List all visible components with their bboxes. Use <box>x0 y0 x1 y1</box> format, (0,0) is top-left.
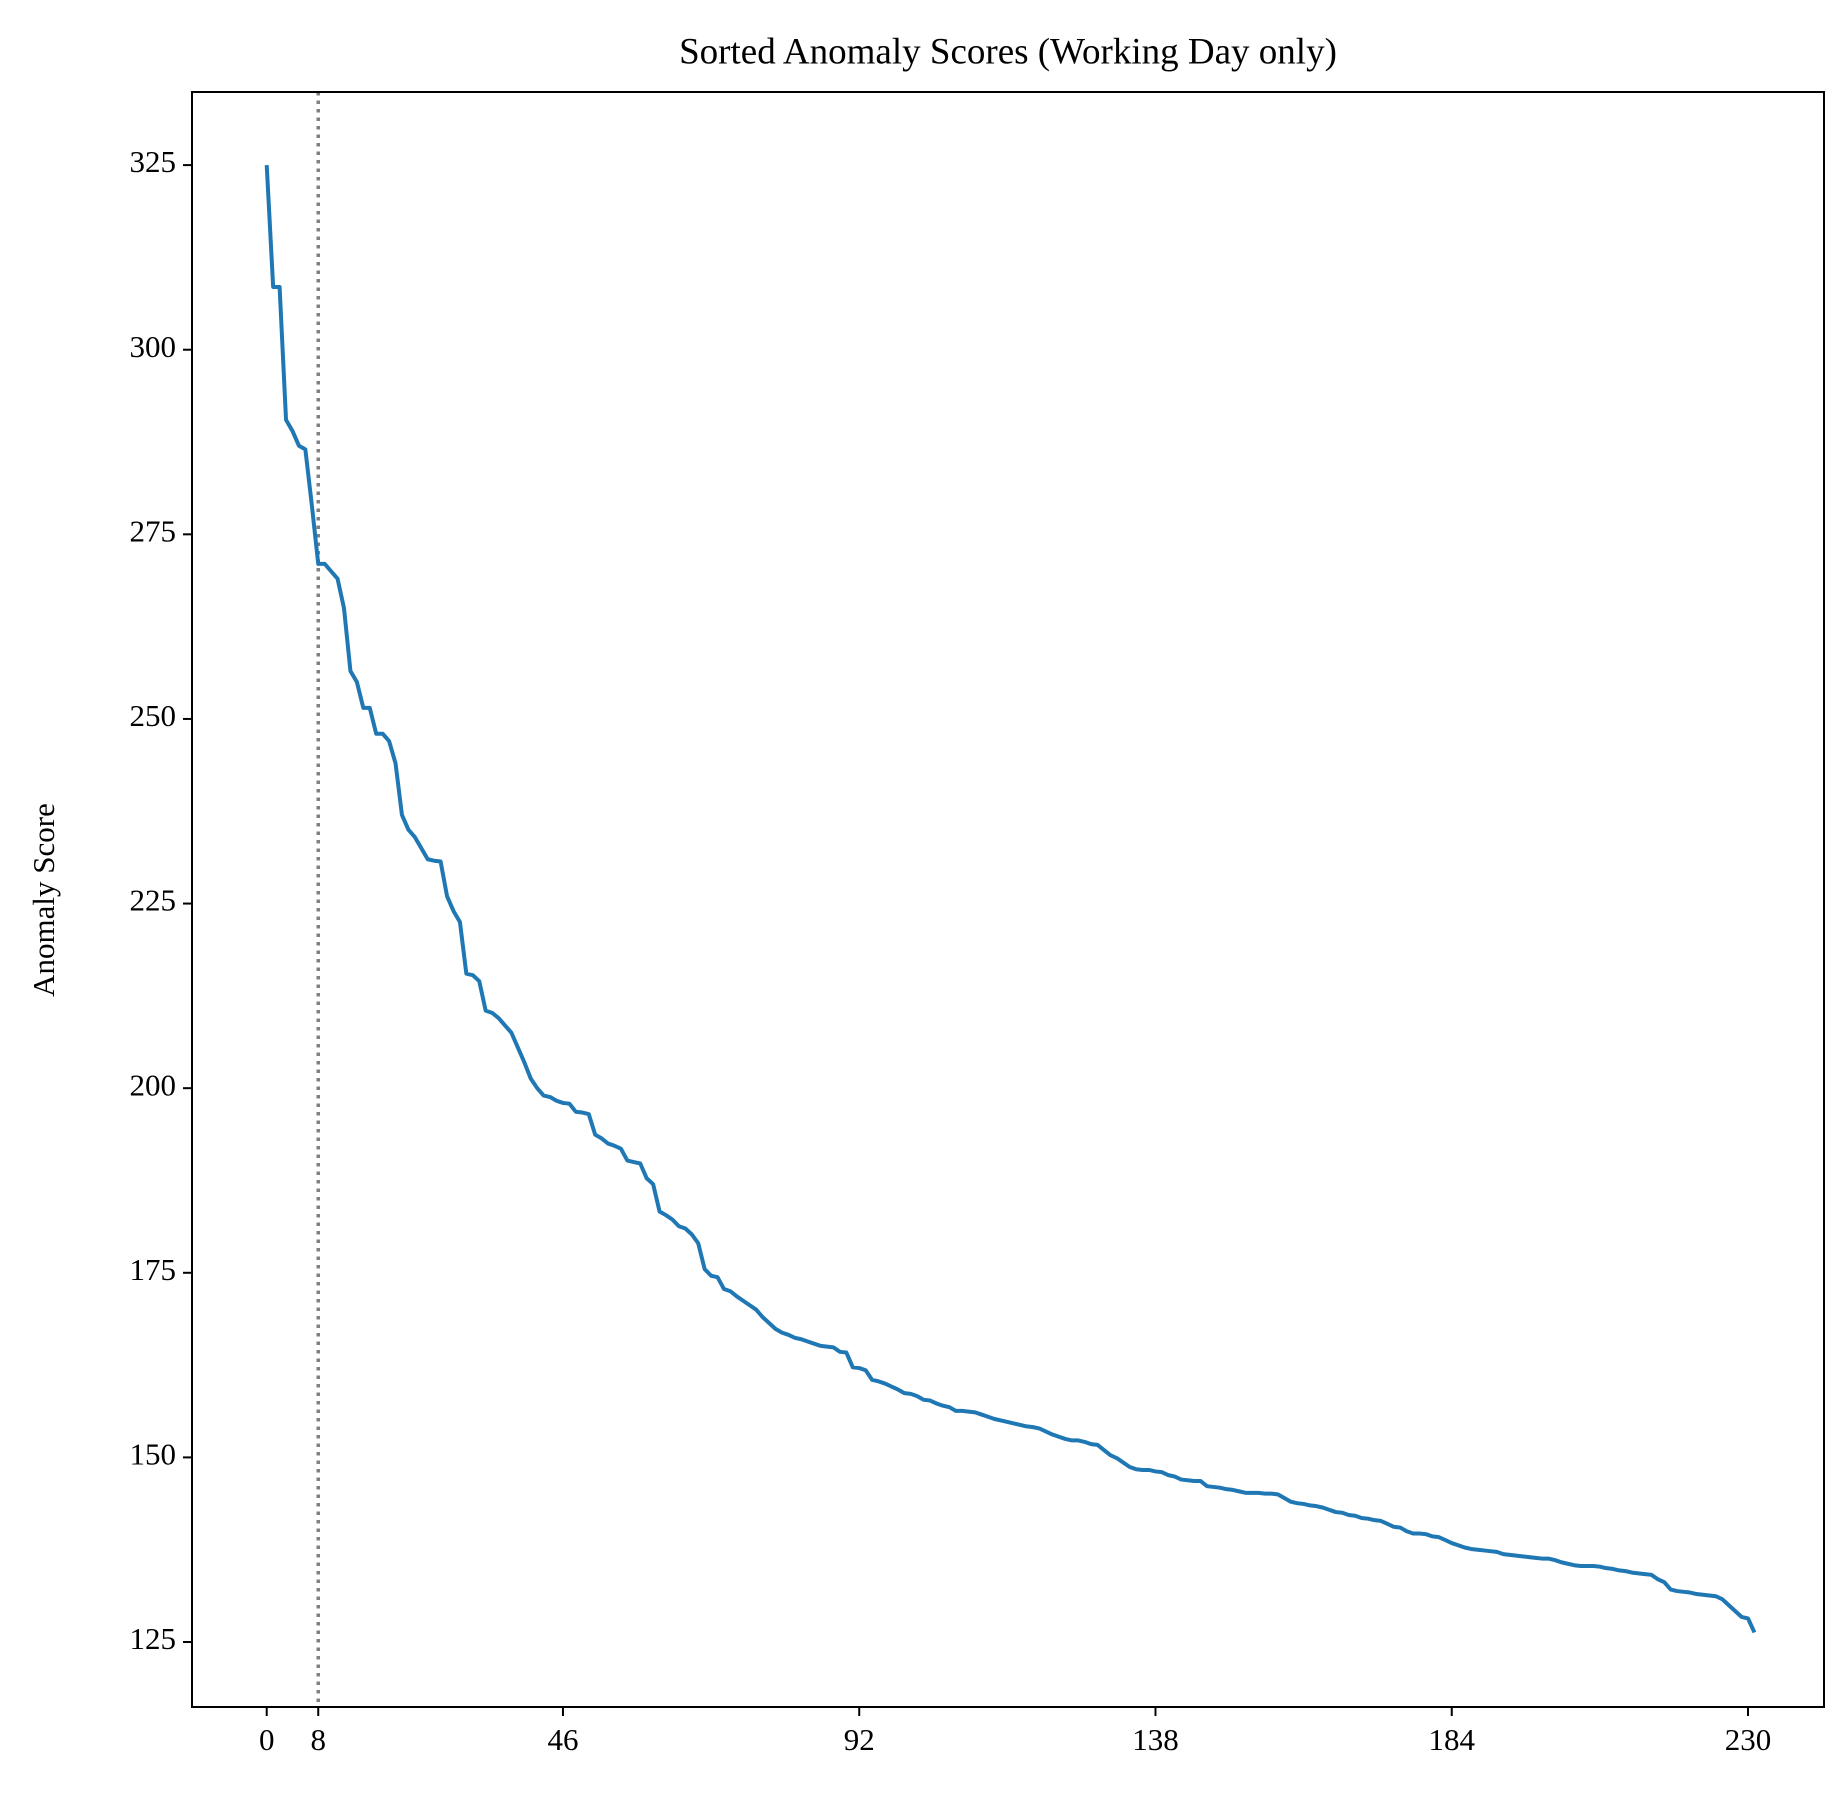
x-tick-label: 0 <box>259 1722 275 1757</box>
y-tick-label: 200 <box>130 1067 177 1102</box>
y-tick-label: 250 <box>130 698 177 733</box>
y-tick-label: 300 <box>130 329 177 364</box>
y-axis-label: Anomaly Score <box>26 803 61 997</box>
y-tick-label: 150 <box>130 1437 177 1472</box>
y-tick-label: 125 <box>130 1621 177 1656</box>
x-tick-label: 46 <box>547 1722 578 1757</box>
x-tick-label: 92 <box>844 1722 875 1757</box>
x-tick-label: 8 <box>310 1722 326 1757</box>
data-line <box>264 165 1757 1634</box>
x-tick-label: 230 <box>1725 1722 1772 1757</box>
y-tick-label: 325 <box>130 144 177 179</box>
y-tick-label: 175 <box>130 1252 177 1287</box>
x-tick-label: 138 <box>1132 1722 1179 1757</box>
y-tick-label: 275 <box>130 513 177 548</box>
chart-title: Sorted Anomaly Scores (Working Day only) <box>679 31 1337 72</box>
plot-frame <box>191 91 1825 1708</box>
y-tick-label: 225 <box>130 883 177 918</box>
x-tick-label: 184 <box>1428 1722 1475 1757</box>
